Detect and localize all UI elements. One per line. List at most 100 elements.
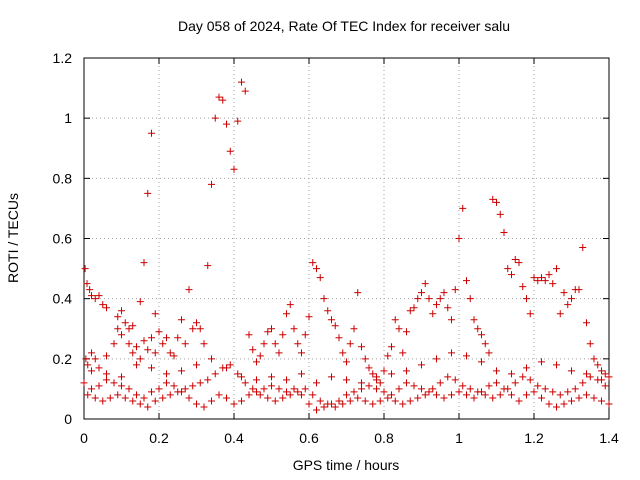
- data-point: [320, 295, 328, 303]
- data-point: [463, 277, 470, 285]
- data-point: [583, 319, 590, 327]
- data-point: [91, 394, 99, 402]
- data-point: [328, 373, 335, 381]
- data-point: [106, 394, 114, 402]
- data-point: [151, 349, 159, 357]
- data-point: [504, 265, 512, 273]
- data-point: [181, 385, 189, 393]
- data-point: [403, 379, 410, 387]
- data-point: [178, 367, 185, 375]
- data-point: [406, 307, 414, 315]
- data-point: [361, 397, 369, 405]
- data-point: [466, 295, 474, 303]
- data-point: [504, 385, 512, 393]
- data-point: [515, 259, 523, 267]
- data-point: [373, 373, 380, 381]
- data-point: [95, 292, 103, 300]
- data-point: [283, 310, 290, 318]
- data-point: [519, 283, 527, 291]
- data-point: [549, 280, 557, 288]
- data-point: [103, 370, 110, 378]
- data-point: [380, 367, 388, 375]
- axis-ticks: [83, 57, 610, 420]
- data-point: [290, 385, 298, 393]
- data-point: [598, 397, 605, 405]
- x-tick-label: 0.6: [299, 430, 319, 446]
- data-point: [95, 382, 103, 390]
- data-point: [144, 403, 152, 411]
- data-point: [271, 397, 279, 405]
- data-point: [170, 382, 178, 390]
- data-point: [114, 391, 122, 399]
- data-point: [440, 289, 448, 297]
- data-point: [493, 367, 500, 375]
- data-point: [601, 370, 609, 378]
- data-point: [365, 382, 373, 390]
- data-point: [538, 394, 545, 402]
- data-point: [376, 397, 384, 405]
- data-point: [140, 337, 148, 345]
- data-point: [350, 325, 358, 333]
- data-point: [193, 319, 200, 327]
- data-point: [575, 286, 583, 294]
- data-point: [88, 367, 95, 375]
- data-point: [568, 367, 575, 375]
- data-point: [305, 313, 313, 321]
- data-point: [140, 259, 148, 267]
- data-point: [478, 331, 485, 339]
- data-point: [275, 385, 283, 393]
- data-point: [159, 394, 167, 402]
- data-point: [403, 328, 410, 336]
- data-point: [481, 340, 489, 348]
- data-point: [380, 388, 388, 396]
- data-point: [568, 295, 575, 303]
- y-axis-label: ROTI / TECUs: [5, 193, 21, 283]
- data-point: [448, 349, 455, 357]
- data-point: [395, 385, 403, 393]
- data-point: [185, 286, 193, 294]
- data-point: [511, 256, 519, 264]
- data-point: [470, 316, 478, 324]
- data-point: [568, 397, 575, 405]
- data-point: [103, 304, 110, 312]
- data-point: [226, 361, 234, 369]
- data-point: [148, 334, 155, 342]
- data-point: [80, 379, 88, 387]
- data-point: [294, 340, 302, 348]
- data-point: [376, 379, 384, 387]
- data-point: [384, 352, 392, 360]
- data-point: [298, 391, 305, 399]
- data-point: [82, 355, 90, 363]
- y-tick-label: 0.4: [53, 291, 73, 307]
- data-point: [215, 93, 223, 101]
- data-point: [144, 189, 152, 197]
- data-point: [538, 274, 545, 282]
- data-point: [508, 370, 515, 378]
- data-point: [324, 307, 332, 315]
- data-point: [350, 388, 358, 396]
- data-point: [444, 373, 452, 381]
- data-point: [586, 373, 594, 381]
- data-point: [103, 376, 110, 384]
- data-point: [440, 394, 448, 402]
- y-tick-labels: 0 0.2 0.4 0.6 0.8 1 1.2: [53, 50, 73, 427]
- data-point: [575, 394, 583, 402]
- data-point: [523, 391, 530, 399]
- data-point: [241, 379, 249, 387]
- data-point: [346, 340, 354, 348]
- data-point: [429, 385, 437, 393]
- data-point: [196, 379, 204, 387]
- data-point: [571, 385, 579, 393]
- data-point: [114, 325, 122, 333]
- data-point: [598, 367, 605, 375]
- data-point: [83, 280, 91, 288]
- data-point: [155, 385, 163, 393]
- data-point: [493, 198, 500, 206]
- data-point: [436, 379, 444, 387]
- data-point: [358, 385, 365, 393]
- data-point: [466, 385, 474, 393]
- data-point: [553, 403, 560, 411]
- data-point: [601, 382, 609, 390]
- y-tick-label: 1: [64, 110, 72, 126]
